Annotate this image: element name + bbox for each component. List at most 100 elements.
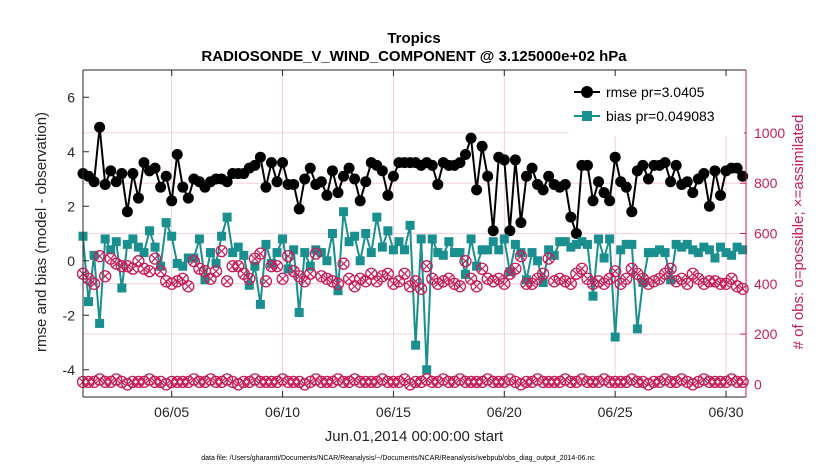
bias-point [732,242,742,252]
rmse-point [293,203,305,215]
rmse-point [587,195,599,207]
bias-point [117,283,127,293]
rmse-point [570,228,582,239]
bias-point [361,229,371,238]
rmse-point [581,159,593,171]
bias-point [400,245,410,255]
rmse-point [376,165,388,177]
rmse-point [670,159,682,171]
bias-point [217,231,227,241]
bias-point [627,239,637,249]
obs-possible-point [315,270,328,283]
obs-possible-point [193,262,206,275]
obs-possible-point [387,277,400,290]
bias-point [228,248,238,258]
obs-possible-cross [566,279,576,289]
legend-bias-marker [582,111,592,121]
rmse-point [642,173,654,185]
rmse-point [99,178,111,190]
rmse-point [288,178,300,190]
obs-possible-cross [622,274,631,284]
bias-point [571,239,581,249]
rmse-point [598,187,610,199]
x-tick-label: 06/15 [376,404,411,420]
bias-point [538,278,548,288]
obs-possible-point [259,275,273,288]
bias-point [699,242,709,252]
bias-point [671,239,681,249]
obs-possible-point [270,260,284,273]
y2-tick-label: 800 [754,175,778,191]
rmse-point [482,170,494,182]
obs-possible-point [215,244,228,258]
obs-possible-point [171,275,184,288]
rmse-point [515,217,527,229]
obs-possible-cross [577,264,587,273]
y-tick-label: 2 [67,198,75,214]
bias-point [688,245,698,255]
bias-point [95,318,105,328]
obs-possible-point [420,260,433,273]
obs-possible-point [148,252,162,265]
bias-point [100,234,110,244]
obs-possible-point [730,280,744,293]
obs-assimilated-point [220,373,234,386]
bias-point [466,234,476,244]
obs-possible-cross [472,282,481,291]
bias-point [594,234,604,244]
rmse-point [221,176,233,188]
obs-possible-point [121,260,134,273]
bias-point [300,248,310,258]
obs-possible-cross [738,284,747,294]
obs-possible-cross [383,269,393,278]
obs-possible-point [553,272,566,285]
bias-point [261,239,271,249]
bias-point [355,256,365,266]
rmse-point [326,165,338,177]
rmse-point [265,157,277,169]
obs-possible-point [320,272,334,285]
bias-point [643,248,653,258]
bias-point [239,250,249,260]
rmse-point [277,157,289,169]
bias-point [167,231,177,241]
bias-point [616,245,626,255]
rmse-point [709,165,721,177]
bias-point [721,248,731,258]
obs-possible-point [448,277,461,290]
obs-possible-cross [339,259,348,268]
obs-possible-point [209,265,223,278]
bias-point [422,365,432,375]
y-tick-label: -2 [63,307,76,323]
bias-point [704,245,714,255]
bias-point [339,207,349,217]
obs-possible-point [243,272,256,285]
obs-possible-cross [544,254,553,263]
obs-possible-cross [272,261,282,271]
obs-possible-point [475,262,489,275]
bias-point [388,245,398,255]
bias-point [311,245,321,255]
obs-possible-point [509,262,522,275]
bias-point [128,234,138,244]
x-tick-label: 06/30 [709,404,744,420]
x-tick-label: 06/10 [265,404,300,420]
obs-possible-cross [256,249,265,258]
chart-title: Tropics [387,30,440,47]
rmse-point [565,211,577,223]
bias-point [577,237,587,247]
bias-point [516,248,526,258]
bias-point [599,253,609,263]
y-tick-label: 0 [67,253,75,269]
rmse-point [304,162,316,174]
bias-point [194,234,204,244]
rmse-point [460,148,471,160]
obs-possible-cross [416,284,426,294]
x-tick-label: 06/20 [487,404,522,420]
rmse-point [703,200,715,212]
obs-assimilated-point [298,378,311,391]
obs-possible-cross [261,277,271,286]
rmse-point [132,192,144,204]
obs-possible-point [536,267,550,280]
obs-possible-point [609,265,622,278]
